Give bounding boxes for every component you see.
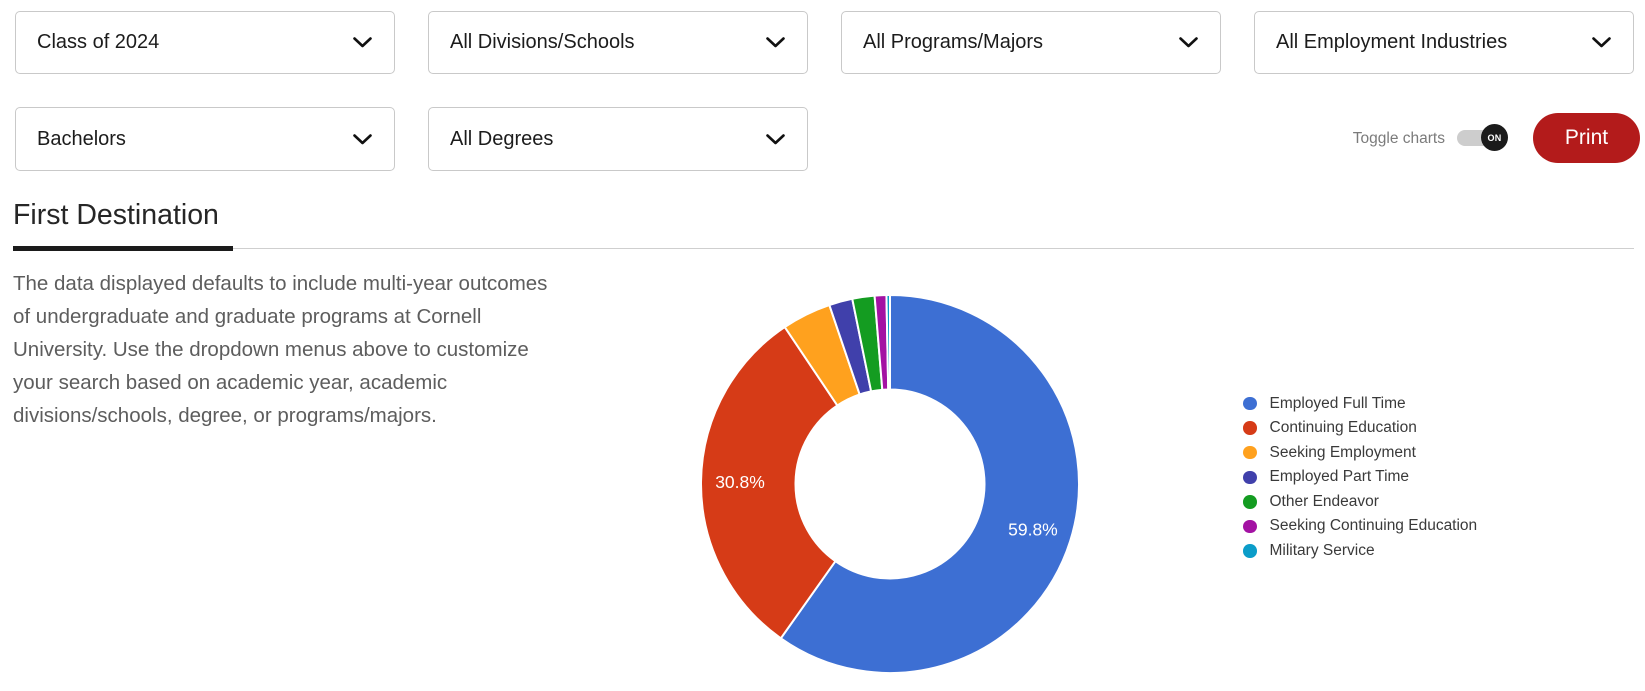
legend-label: Continuing Education — [1269, 419, 1417, 437]
chevron-down-icon — [353, 37, 372, 48]
toggle-charts-label: Toggle charts — [1352, 130, 1445, 147]
legend-dot-icon — [1243, 445, 1257, 460]
legend-dot-icon — [1243, 544, 1257, 558]
filter-degree-level[interactable]: Bachelors — [15, 107, 395, 171]
legend-dot-icon — [1243, 495, 1257, 509]
chevron-down-icon — [766, 37, 785, 48]
filter-degrees[interactable]: All Degrees — [428, 107, 808, 171]
filter-programs-majors-value: All Programs/Majors — [863, 31, 1044, 53]
legend-label: Military Service — [1269, 542, 1375, 560]
donut-slice-6[interactable] — [885, 293, 891, 391]
filter-class-year[interactable]: Class of 2024 — [15, 11, 395, 74]
chart-legend: Employed Full Time Continuing Education Se… — [1243, 394, 1477, 566]
donut-chart-svg: 59.8% 30.8% — [700, 293, 1080, 674]
legend-item-3[interactable]: Employed Part Time — [1243, 468, 1477, 487]
filter-degree-level-value: Bachelors — [37, 127, 126, 150]
print-button[interactable]: Print — [1533, 113, 1640, 163]
legend-label: Employed Full Time — [1269, 394, 1406, 412]
legend-label: Seeking Employment — [1269, 443, 1416, 461]
legend-item-0[interactable]: Employed Full Time — [1243, 394, 1477, 413]
section-divider — [13, 248, 1634, 249]
legend-item-6[interactable]: Military Service — [1243, 542, 1477, 561]
toggle-charts-switch[interactable]: ON — [1457, 124, 1508, 151]
section-divider-accent — [13, 246, 233, 251]
donut-slice-1[interactable] — [700, 325, 839, 640]
page-title: First Destination — [13, 199, 219, 231]
legend-dot-icon — [1243, 519, 1257, 534]
legend-label: Employed Part Time — [1269, 468, 1410, 486]
donut-slice-0[interactable] — [779, 293, 1080, 674]
legend-dot-icon — [1243, 421, 1257, 435]
section-description: The data displayed defaults to include m… — [13, 272, 548, 427]
legend-item-5[interactable]: Seeking Continuing Education — [1243, 517, 1477, 536]
toggle-charts-knob[interactable]: ON — [1481, 124, 1508, 151]
legend-label: Other Endeavor — [1269, 492, 1379, 510]
filter-divisions-schools-value: All Divisions/Schools — [450, 31, 635, 53]
filter-employment-industries-value: All Employment Industries — [1276, 31, 1508, 53]
filter-degrees-value: All Degrees — [450, 127, 554, 150]
legend-item-2[interactable]: Seeking Employment — [1243, 443, 1477, 462]
first-destination-donut-chart: 59.8% 30.8% — [695, 289, 1085, 679]
legend-item-1[interactable]: Continuing Education — [1243, 419, 1477, 438]
legend-dot-icon — [1243, 470, 1257, 485]
legend-dot-icon — [1243, 396, 1257, 411]
chevron-down-icon — [766, 133, 785, 145]
filter-employment-industries[interactable]: All Employment Industries — [1254, 11, 1634, 74]
slice-data-label: 30.8% — [715, 472, 765, 492]
filter-class-year-value: Class of 2024 — [37, 31, 160, 53]
chevron-down-icon — [1179, 37, 1198, 48]
chevron-down-icon — [353, 133, 372, 145]
legend-label: Seeking Continuing Education — [1269, 517, 1478, 535]
slice-data-label: 59.8% — [1008, 519, 1058, 539]
filter-programs-majors[interactable]: All Programs/Majors — [841, 11, 1221, 74]
legend-item-4[interactable]: Other Endeavor — [1243, 492, 1477, 511]
filter-divisions-schools[interactable]: All Divisions/Schools — [428, 11, 808, 74]
chevron-down-icon — [1592, 37, 1611, 48]
